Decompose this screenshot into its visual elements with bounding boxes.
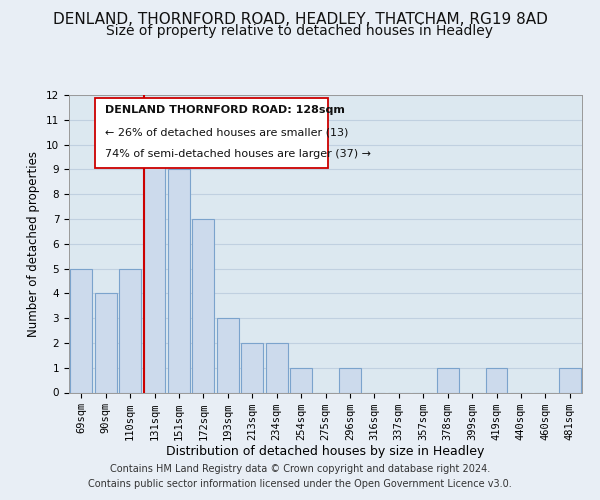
- Bar: [119, 268, 141, 392]
- X-axis label: Distribution of detached houses by size in Headley: Distribution of detached houses by size …: [166, 446, 485, 458]
- FancyBboxPatch shape: [95, 98, 328, 168]
- Text: DENLAND, THORNFORD ROAD, HEADLEY, THATCHAM, RG19 8AD: DENLAND, THORNFORD ROAD, HEADLEY, THATCH…: [53, 12, 547, 28]
- Bar: [437, 368, 458, 392]
- Text: DENLAND THORNFORD ROAD: 128sqm: DENLAND THORNFORD ROAD: 128sqm: [105, 105, 345, 115]
- Bar: [70, 268, 92, 392]
- Bar: [217, 318, 239, 392]
- Bar: [241, 343, 263, 392]
- Bar: [290, 368, 312, 392]
- Text: 74% of semi-detached houses are larger (37) →: 74% of semi-detached houses are larger (…: [105, 150, 371, 160]
- Bar: [485, 368, 508, 392]
- Text: ← 26% of detached houses are smaller (13): ← 26% of detached houses are smaller (13…: [105, 127, 348, 137]
- Text: Size of property relative to detached houses in Headley: Size of property relative to detached ho…: [107, 24, 493, 38]
- Bar: [266, 343, 287, 392]
- Bar: [339, 368, 361, 392]
- Y-axis label: Number of detached properties: Number of detached properties: [28, 151, 40, 337]
- Bar: [143, 144, 166, 392]
- Bar: [168, 170, 190, 392]
- Bar: [559, 368, 581, 392]
- Bar: [95, 294, 116, 392]
- Text: Contains HM Land Registry data © Crown copyright and database right 2024.: Contains HM Land Registry data © Crown c…: [110, 464, 490, 474]
- Bar: [193, 219, 214, 392]
- Text: Contains public sector information licensed under the Open Government Licence v3: Contains public sector information licen…: [88, 479, 512, 489]
